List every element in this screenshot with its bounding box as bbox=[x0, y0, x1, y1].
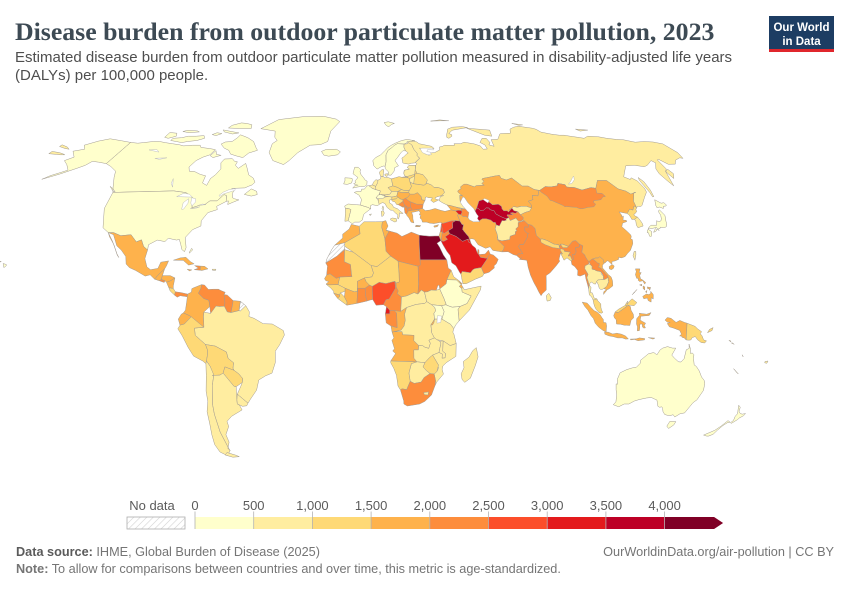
svg-text:1,000: 1,000 bbox=[296, 498, 329, 513]
svg-text:500: 500 bbox=[243, 498, 265, 513]
svg-text:1,500: 1,500 bbox=[355, 498, 388, 513]
svg-text:2,500: 2,500 bbox=[472, 498, 505, 513]
svg-text:4,000: 4,000 bbox=[648, 498, 681, 513]
svg-text:No data: No data bbox=[129, 498, 175, 513]
svg-text:3,000: 3,000 bbox=[531, 498, 564, 513]
svg-text:2,000: 2,000 bbox=[414, 498, 447, 513]
svg-text:0: 0 bbox=[191, 498, 198, 513]
svg-text:3,500: 3,500 bbox=[590, 498, 623, 513]
